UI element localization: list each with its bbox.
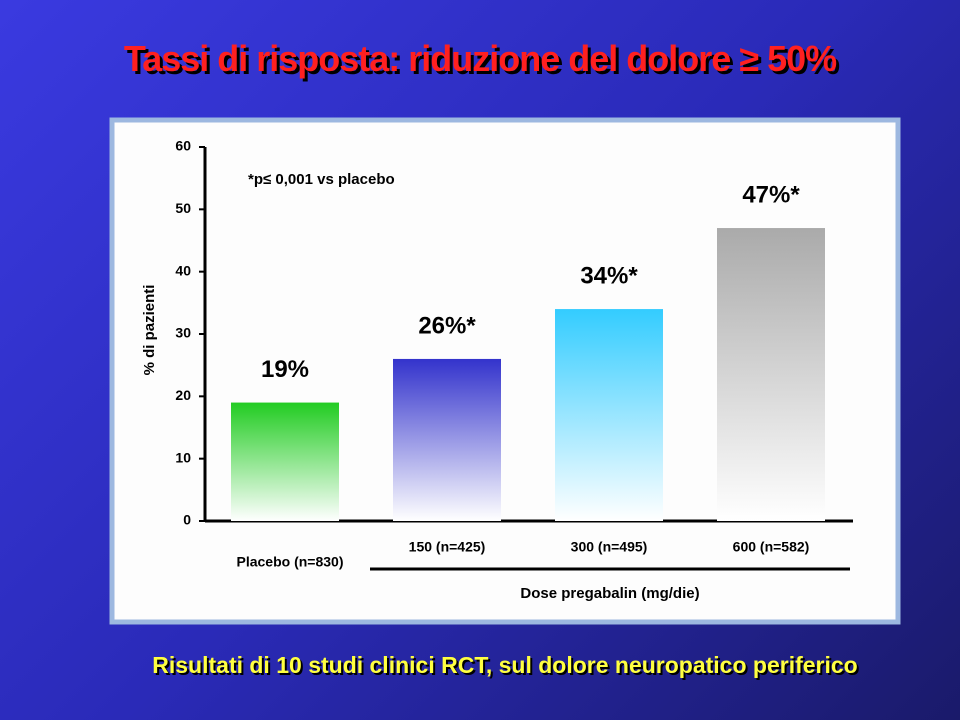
x-tick-label: 600 (n=582) [733,539,810,555]
x-tick-label: 300 (n=495) [571,539,648,555]
slide-title: Tassi di risposta: riduzione del dolore … [123,38,837,79]
y-tick-label: 50 [175,200,191,216]
y-tick-label: 40 [175,262,191,278]
value-label: 34%* [580,262,638,289]
annotation: *p≤ 0,001 vs placebo [248,171,395,188]
y-tick-label: 10 [175,449,191,465]
value-label: 26%* [418,312,476,339]
bar [231,402,339,521]
y-axis-label: % di pazienti [141,285,158,376]
footer: Risultati di 10 studi clinici RCT, sul d… [152,652,858,678]
x-tick-label: Placebo (n=830) [237,554,344,570]
x-tick-label: 150 (n=425) [409,539,486,555]
value-label: 19% [261,356,309,383]
value-label: 47%* [742,181,800,208]
y-tick-label: 30 [175,325,191,341]
bar [393,358,501,521]
y-tick-label: 0 [183,512,191,528]
x-axis-label: Dose pregabalin (mg/die) [520,585,699,602]
bar [717,228,825,522]
y-tick-label: 60 [175,138,191,154]
y-tick-label: 20 [175,387,191,403]
bar [555,309,663,521]
